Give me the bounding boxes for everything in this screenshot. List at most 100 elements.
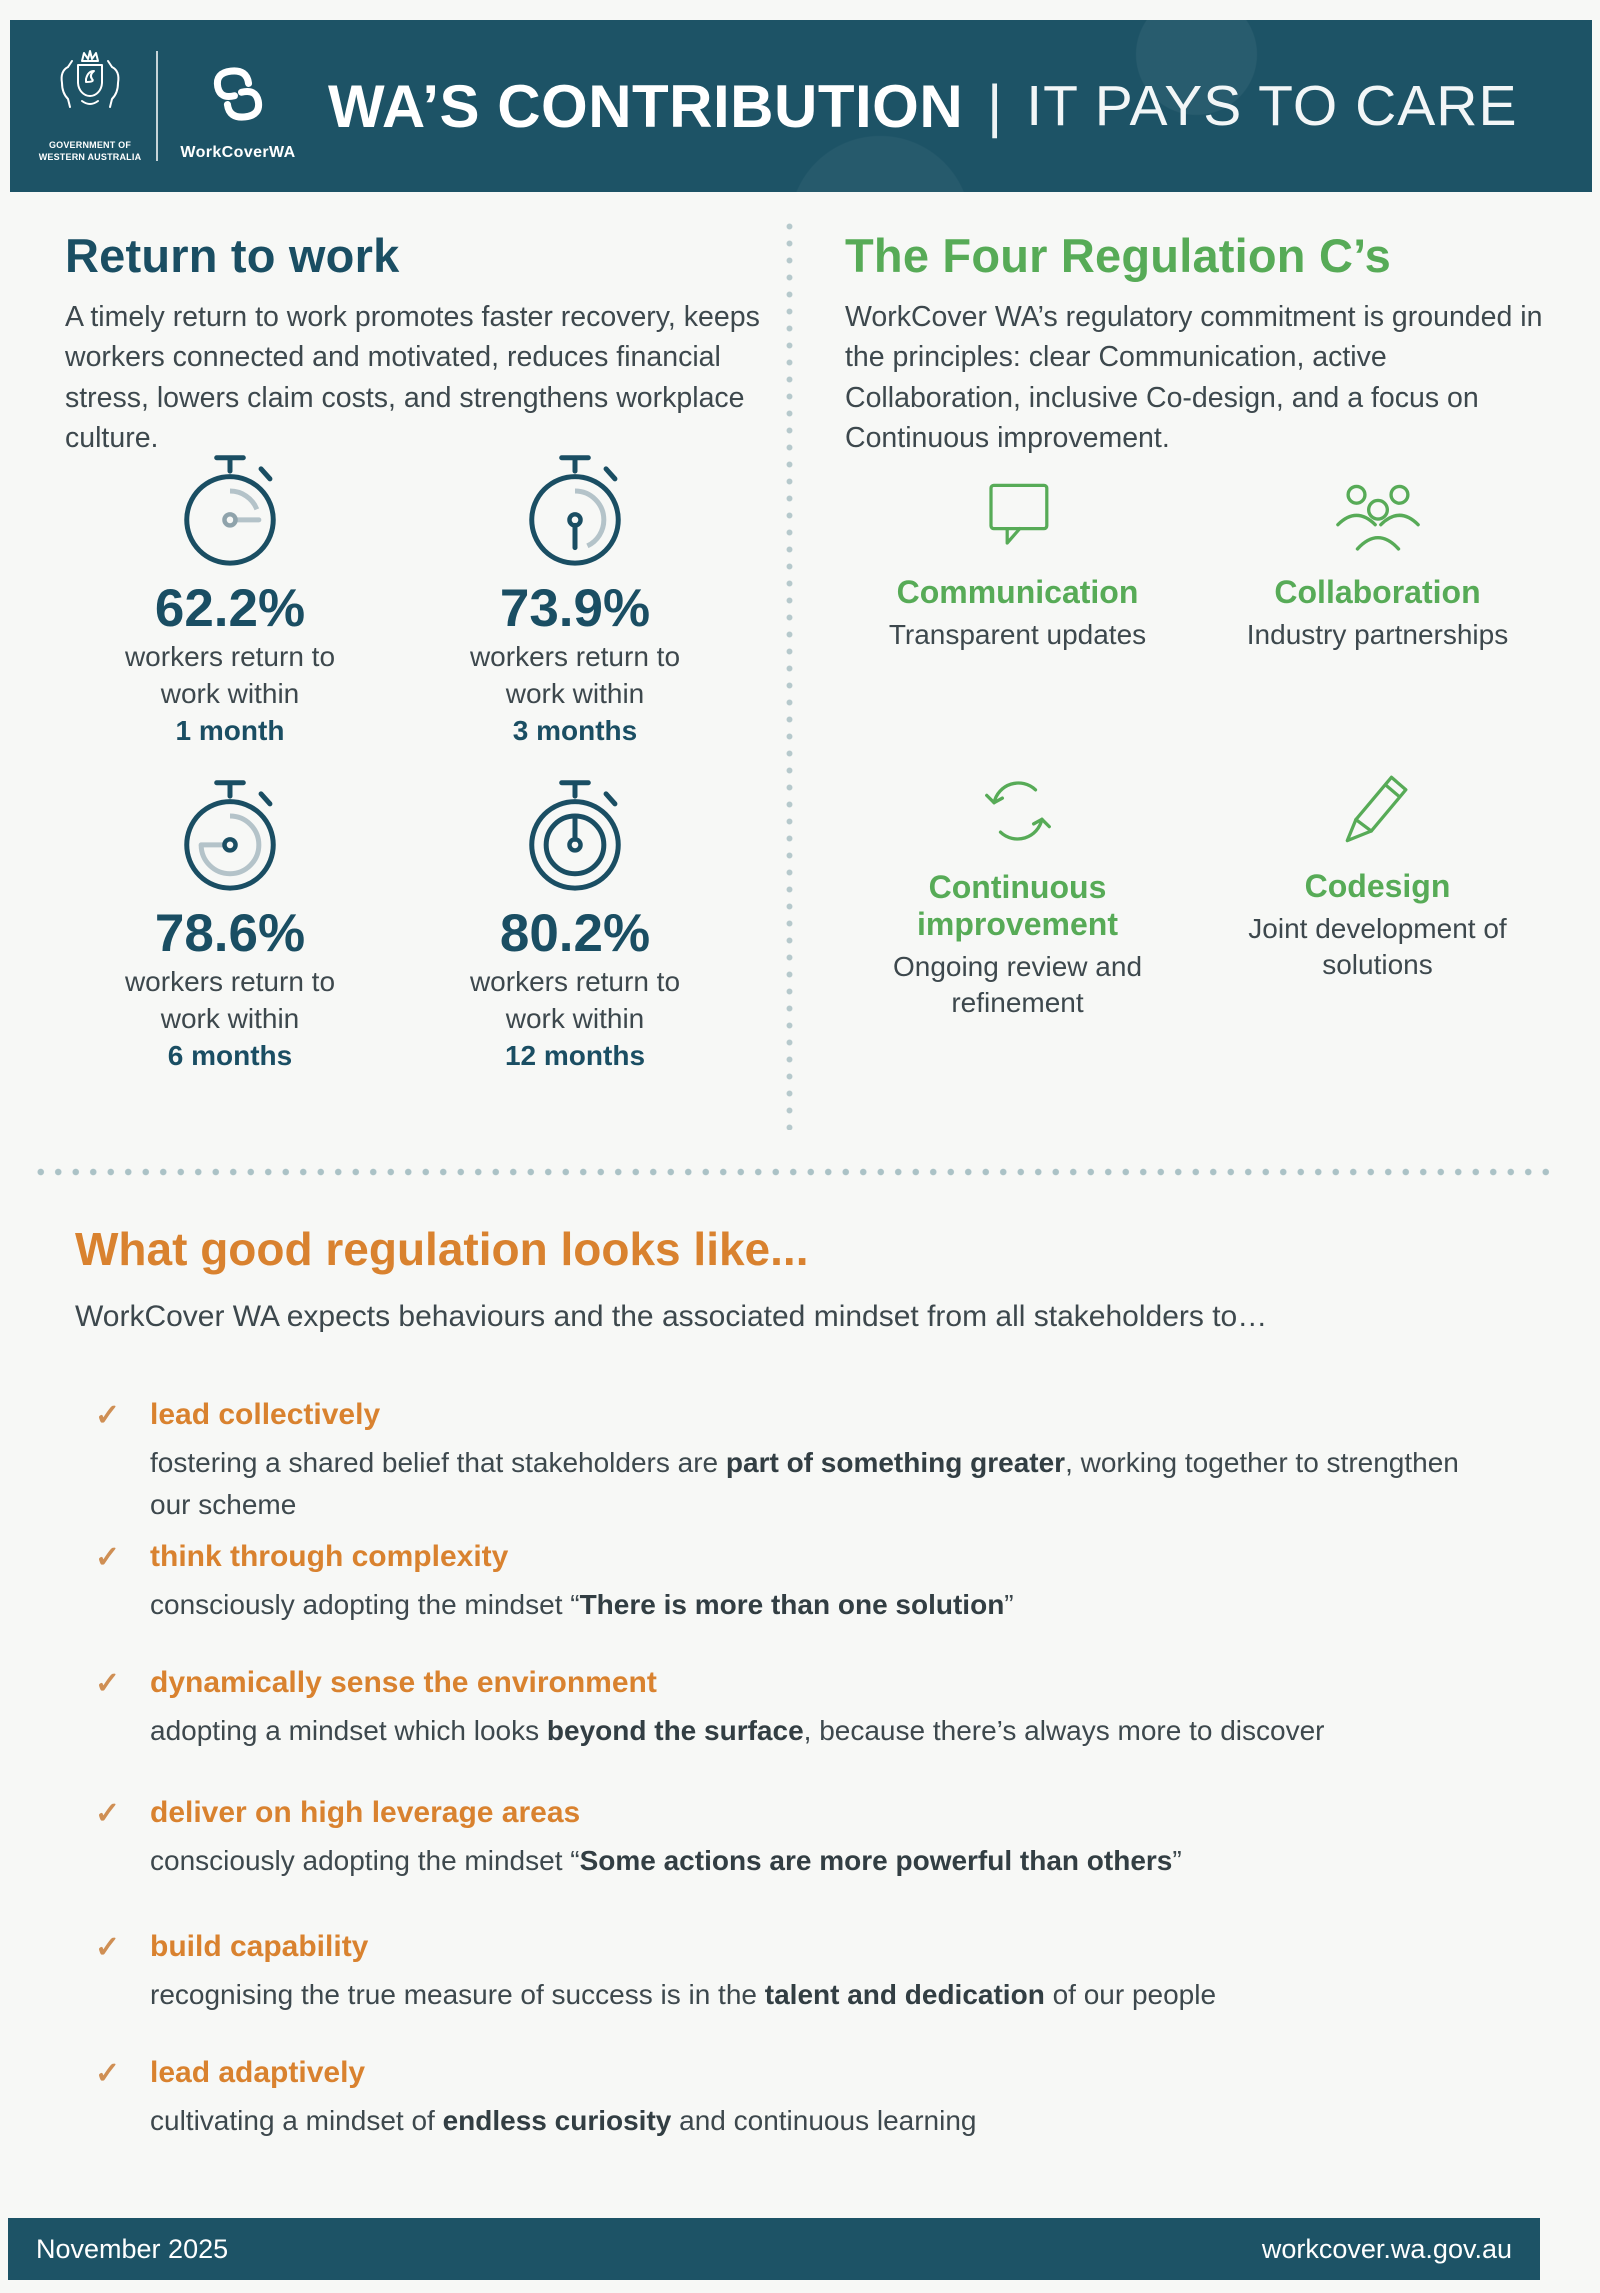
- cycle-arrows-icon: [984, 781, 1051, 841]
- title-separator: |: [987, 73, 1003, 139]
- stat-text-line2: work within: [160, 1002, 300, 1034]
- body-bold-text: There is more than one solution: [579, 1589, 1005, 1620]
- header-banner: GOVERNMENT OF WESTERN AUSTRALIA WorkCove…: [10, 20, 1592, 192]
- c-sublabel: Transparent updates: [888, 618, 1147, 650]
- checklist-item-think-through-complexity: ✓ think through complexity consciously a…: [95, 1540, 1515, 1626]
- body-bold-text: part of something greater: [725, 1447, 1066, 1478]
- c-label: Continuous improvement: [917, 869, 1118, 942]
- checklist-body: adopting a mindset which looks beyond th…: [150, 1710, 1480, 1752]
- checklist-body: consciously adopting the mindset “Some a…: [150, 1840, 1480, 1882]
- stat-period: 12 months: [504, 1039, 646, 1071]
- check-icon: ✓: [95, 1667, 121, 1700]
- c-label: Codesign: [1304, 868, 1451, 904]
- vertical-dotted-divider: [786, 218, 793, 1130]
- banner-divider: [156, 51, 158, 161]
- continuous-improvement-item: Continuous improvement Ongoing review an…: [845, 765, 1190, 1021]
- checklist-body: consciously adopting the mindset “There …: [150, 1584, 1480, 1626]
- checklist-body: fostering a shared belief that stakehold…: [150, 1442, 1480, 1526]
- stat-text-line1: workers return to: [469, 966, 681, 997]
- stat-value: 80.2%: [499, 904, 651, 963]
- four-cs-section: The Four Regulation C’s WorkCover WA’s r…: [845, 228, 1560, 459]
- c-sublabel: Ongoing review and refinement: [892, 950, 1143, 1018]
- stopwatch-icon: [529, 455, 621, 566]
- body-bold-text: endless curiosity: [442, 2105, 672, 2136]
- checklist-body: recognising the true measure of success …: [150, 1974, 1480, 2016]
- stopwatch-icon: [184, 780, 276, 891]
- stopwatch-icon: [184, 455, 276, 566]
- title-main: WA’S CONTRIBUTION: [328, 72, 964, 140]
- workcover-logo: WorkCoverWA: [178, 50, 298, 162]
- stat-period: 6 months: [167, 1039, 293, 1071]
- footer-date: November 2025: [36, 2233, 229, 2264]
- good-regulation-subheading: WorkCover WA expects behaviours and the …: [75, 1300, 1268, 1333]
- check-icon: ✓: [95, 1931, 121, 1964]
- body-text: , because there’s always more to discove…: [803, 1715, 1325, 1746]
- stat-value: 62.2%: [154, 579, 306, 638]
- four-cs-heading: The Four Regulation C’s: [845, 229, 1391, 282]
- checklist-item-dynamically-sense: ✓ dynamically sense the environment adop…: [95, 1666, 1515, 1752]
- body-bold-text: Some actions are more powerful than othe…: [579, 1845, 1173, 1876]
- stat-text-line2: work within: [505, 677, 645, 709]
- c-sublabel: Industry partnerships: [1246, 618, 1509, 650]
- stat-12-months: 80.2% workers return to work within 12 m…: [405, 775, 745, 1075]
- speech-bubble-icon: [988, 483, 1048, 545]
- good-regulation-heading: What good regulation looks like...: [75, 1223, 809, 1275]
- body-text: fostering a shared belief that stakehold…: [150, 1447, 726, 1478]
- stat-text-line2: work within: [160, 677, 300, 709]
- checklist-title: lead collectively: [150, 1398, 381, 1431]
- stat-1-month: 62.2% workers return to work within 1 mo…: [60, 450, 400, 750]
- check-icon: ✓: [95, 2057, 121, 2090]
- c-label: Communication: [896, 574, 1139, 610]
- body-text: of our people: [1044, 1979, 1217, 2010]
- pen-icon: [1345, 775, 1407, 843]
- body-text: ”: [1004, 1589, 1014, 1620]
- government-crest-icon: [60, 50, 120, 109]
- collaboration-item: Collaboration Industry partnerships: [1205, 478, 1550, 653]
- communication-item: Communication Transparent updates: [845, 470, 1190, 653]
- checklist-body: cultivating a mindset of endless curiosi…: [150, 2100, 1480, 2142]
- body-text: adopting a mindset which looks: [150, 1715, 547, 1746]
- stat-value: 78.6%: [154, 904, 306, 963]
- workcover-mark-icon: [213, 67, 263, 121]
- checklist-title: build capability: [150, 1930, 369, 1963]
- wa-government-crest: GOVERNMENT OF WESTERN AUSTRALIA: [38, 49, 142, 163]
- body-bold-text: beyond the surface: [546, 1715, 804, 1746]
- checklist-item-build-capability: ✓ build capability recognising the true …: [95, 1930, 1515, 2016]
- body-text: consciously adopting the mindset “: [150, 1845, 580, 1876]
- check-icon: ✓: [95, 1541, 121, 1574]
- footer-url: workcover.wa.gov.au: [1261, 2233, 1512, 2264]
- body-text: , working together to strengthen our sch…: [150, 1447, 1459, 1520]
- checklist-title: think through complexity: [150, 1540, 509, 1573]
- banner-title: WA’S CONTRIBUTION | IT PAYS TO CARE: [328, 72, 1517, 141]
- gov-caption-line2: WESTERN AUSTRALIA: [38, 151, 142, 162]
- stat-text-line1: workers return to: [124, 966, 336, 997]
- c-sublabel: Joint development of solutions: [1248, 912, 1507, 981]
- stat-period: 3 months: [512, 714, 638, 746]
- stat-period: 1 month: [175, 714, 285, 746]
- stat-6-months: 78.6% workers return to work within 6 mo…: [60, 775, 400, 1075]
- body-text: and continuous learning: [671, 2105, 977, 2136]
- body-text: ”: [1172, 1845, 1182, 1876]
- codesign-item: Codesign Joint development of solutions: [1205, 760, 1550, 984]
- horizontal-dotted-divider: [32, 1168, 1555, 1176]
- body-text: cultivating a mindset of: [150, 2105, 443, 2136]
- people-icon: [1335, 484, 1420, 551]
- stat-text-line1: workers return to: [124, 641, 336, 672]
- stat-text-line2: work within: [505, 1002, 645, 1034]
- stat-value: 73.9%: [499, 579, 651, 638]
- checklist-title: dynamically sense the environment: [150, 1666, 657, 1699]
- stat-text-line1: workers return to: [469, 641, 681, 672]
- checklist-title: deliver on high leverage areas: [150, 1796, 581, 1829]
- checklist-item-lead-adaptively: ✓ lead adaptively cultivating a mindset …: [95, 2056, 1515, 2142]
- body-text: recognising the true measure of success …: [150, 1979, 765, 2010]
- stopwatch-icon: [529, 780, 621, 891]
- body-text: consciously adopting the mindset “: [150, 1589, 580, 1620]
- workcover-wordmark: WorkCoverWA: [180, 144, 296, 161]
- footer-bar: November 2025 workcover.wa.gov.au: [8, 2218, 1540, 2280]
- body-bold-text: talent and dedication: [764, 1979, 1045, 2010]
- return-to-work-heading: Return to work: [65, 229, 400, 282]
- c-label: Collaboration: [1274, 574, 1481, 610]
- stat-3-months: 73.9% workers return to work within 3 mo…: [405, 450, 745, 750]
- gov-caption-line1: GOVERNMENT OF: [48, 140, 132, 151]
